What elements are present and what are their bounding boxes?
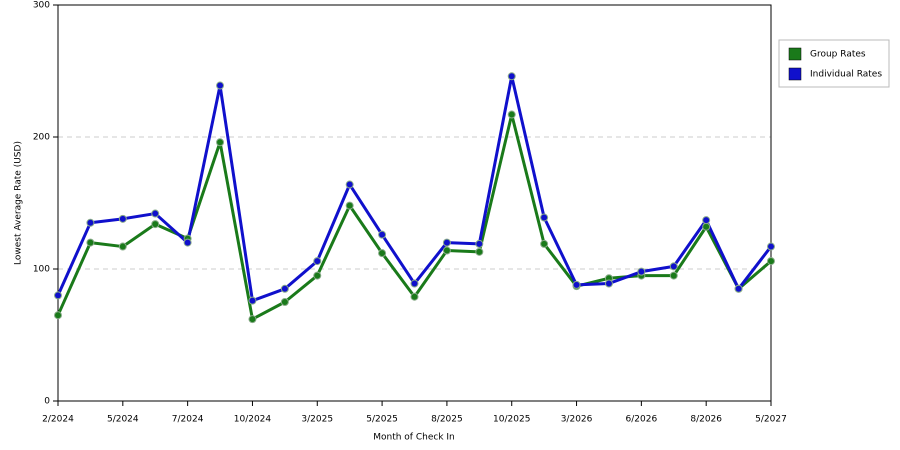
point xyxy=(540,213,549,222)
y-axis-title: Lowest Average Rate (USD) xyxy=(14,141,24,265)
point xyxy=(280,298,289,306)
x-tick-label: 6/2026 xyxy=(626,415,658,425)
point xyxy=(86,218,95,227)
x-tick-label: 3/2025 xyxy=(301,415,333,425)
legend-label: Group Rates xyxy=(810,50,866,60)
point xyxy=(151,209,160,218)
point xyxy=(702,222,711,231)
point xyxy=(734,284,743,293)
point xyxy=(702,216,711,225)
series-line xyxy=(56,74,773,303)
point xyxy=(410,279,419,288)
x-tick-label: 5/2025 xyxy=(366,415,398,425)
x-tick-label: 8/2025 xyxy=(431,415,463,425)
plot-frame xyxy=(57,4,772,402)
point xyxy=(280,284,289,293)
legend-swatch xyxy=(788,47,802,61)
point xyxy=(507,110,516,119)
point xyxy=(378,230,387,239)
x-tick-label: 5/2024 xyxy=(107,415,139,425)
point xyxy=(442,238,451,247)
x-tick-label: 2/2024 xyxy=(42,415,74,425)
point xyxy=(86,238,95,247)
point xyxy=(767,242,775,251)
point xyxy=(669,271,678,280)
point xyxy=(475,247,484,256)
legend-swatch xyxy=(788,67,802,81)
point xyxy=(604,279,613,288)
point xyxy=(475,239,484,248)
point xyxy=(54,311,62,320)
point xyxy=(378,249,387,258)
point xyxy=(442,246,451,255)
point xyxy=(183,238,192,247)
point xyxy=(118,214,127,223)
point xyxy=(637,267,646,276)
y-tick-label: 0 xyxy=(44,397,50,407)
point xyxy=(345,180,354,189)
point xyxy=(345,201,354,210)
point xyxy=(507,72,516,81)
point xyxy=(54,291,62,300)
x-tick-label: 7/2024 xyxy=(172,415,204,425)
point xyxy=(540,239,549,248)
point xyxy=(151,220,160,229)
point xyxy=(669,262,678,271)
x-tick-label: 8/2026 xyxy=(690,415,722,425)
y-tick-label: 200 xyxy=(33,133,50,143)
point xyxy=(118,242,127,251)
x-axis-title: Month of Check In xyxy=(373,433,455,443)
x-tick-label: 5/2027 xyxy=(755,415,787,425)
point xyxy=(572,280,581,289)
point xyxy=(313,271,322,280)
series-line xyxy=(56,113,772,321)
point xyxy=(216,138,225,147)
point xyxy=(216,81,225,90)
point xyxy=(248,315,257,324)
y-tick-label: 300 xyxy=(33,1,50,11)
point xyxy=(313,257,322,266)
y-tick-label: 100 xyxy=(33,265,50,275)
x-tick-label: 3/2026 xyxy=(561,415,593,425)
point xyxy=(767,257,775,266)
x-tick-label: 10/2025 xyxy=(493,415,530,425)
point xyxy=(248,296,257,305)
x-tick-label: 10/2024 xyxy=(234,415,272,425)
point xyxy=(410,292,419,301)
legend-label: Individual Rates xyxy=(810,70,882,80)
